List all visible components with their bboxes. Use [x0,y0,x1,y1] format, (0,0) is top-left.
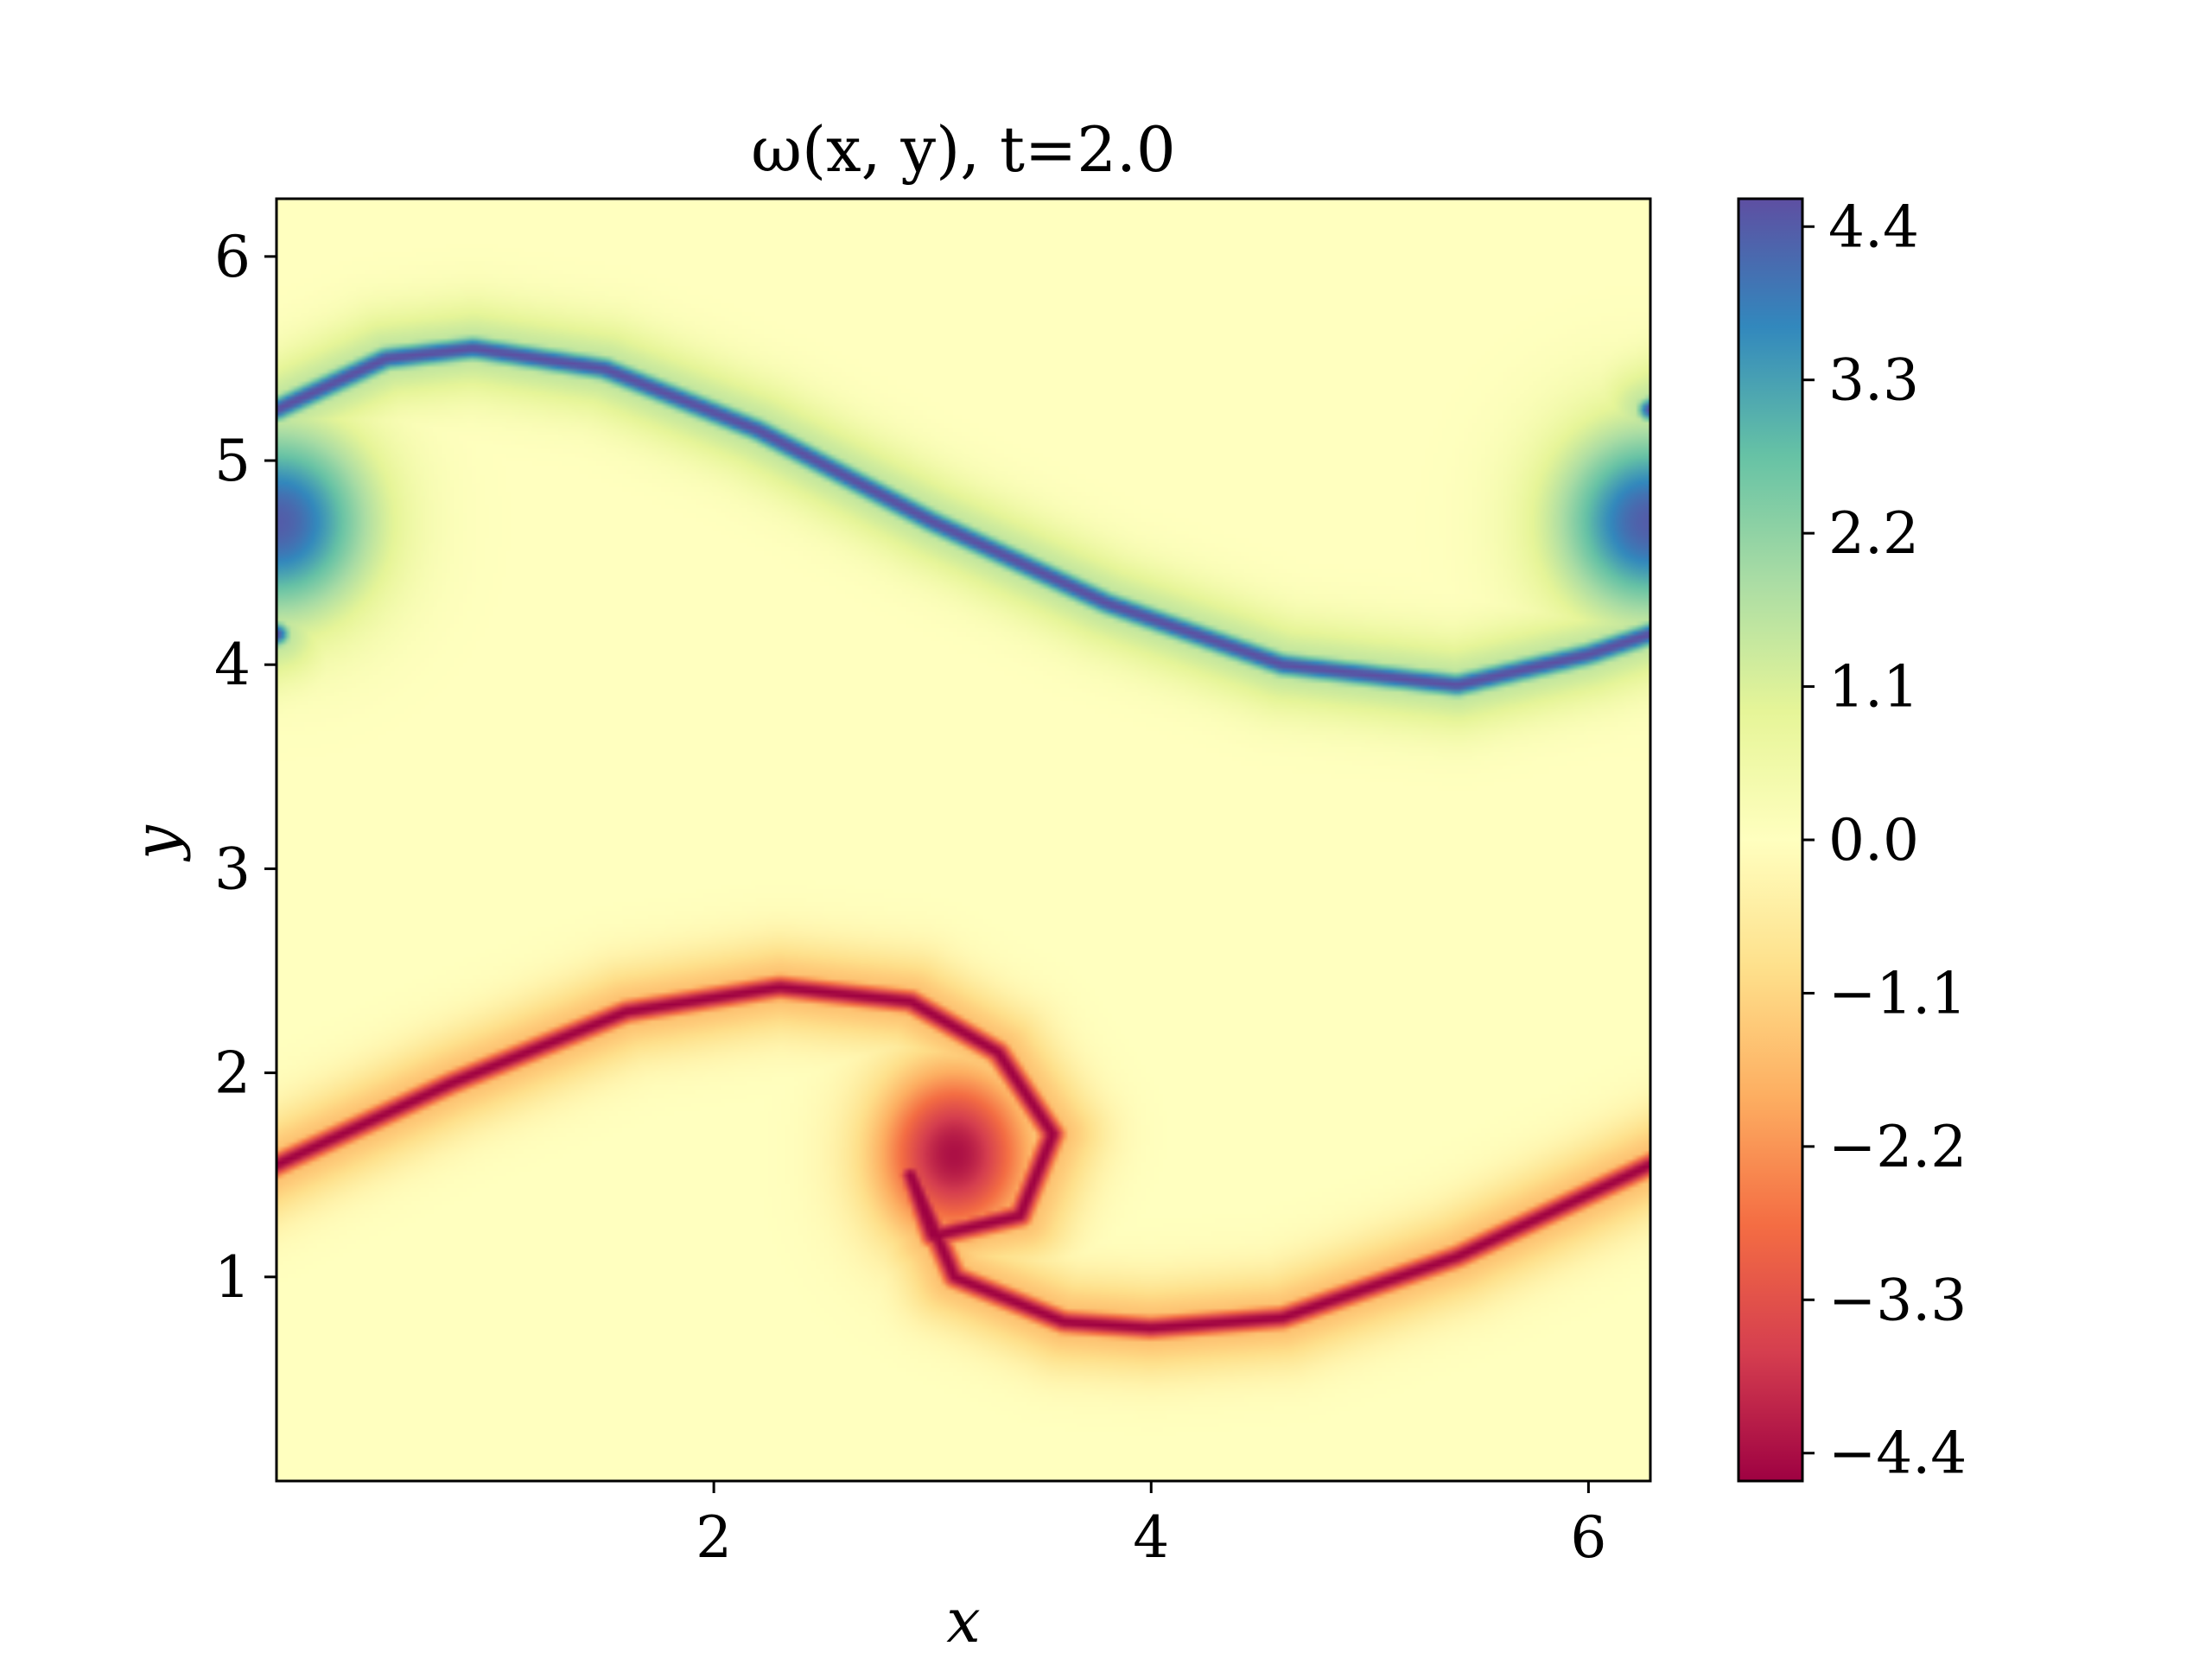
colorbar: 4.4 3.3 2.2 1.1 0.0 −1.1 −2.2 −3.3 −4.4 [1737,194,1967,1487]
colorbar-tick-label: 4.4 [1828,194,1919,260]
y-tick-label: 5 [214,428,251,494]
colorbar-tick-label: −4.4 [1828,1421,1967,1487]
colorbar-tick-label: −3.3 [1828,1267,1967,1333]
vorticity-heatmap [276,199,1650,1481]
y-tick-label: 1 [214,1244,251,1311]
colorbar-tick-label: −1.1 [1828,960,1967,1027]
colorbar-tick-label: 1.1 [1828,654,1919,721]
y-axis-label: y [121,824,192,862]
colorbar-tick-label: 0.0 [1828,807,1919,874]
colorbar-ticks: 4.4 3.3 2.2 1.1 0.0 −1.1 −2.2 −3.3 −4.4 [1802,194,1967,1487]
plot-frame [275,197,1652,1483]
x-axis: 2 4 6 [696,1481,1606,1571]
colorbar-tick-label: 3.3 [1828,347,1919,414]
y-tick-label: 4 [214,632,251,698]
chart-title: ω(x, y), t=2.0 [751,113,1175,186]
colorbar-tick-label: −2.2 [1828,1114,1967,1180]
x-tick-label: 6 [1570,1504,1606,1571]
plot-area [275,197,1652,1483]
colorbar-tick-label: 2.2 [1828,500,1919,567]
x-axis-label: x [946,1586,980,1656]
x-tick-label: 4 [1133,1504,1169,1571]
x-tick-label: 2 [696,1504,732,1571]
y-tick-label: 6 [214,224,251,290]
colorbar-gradient [1737,197,1804,1483]
y-axis: 1 2 3 4 5 6 [214,224,276,1311]
y-tick-label: 3 [214,836,251,902]
y-tick-label: 2 [214,1040,251,1107]
